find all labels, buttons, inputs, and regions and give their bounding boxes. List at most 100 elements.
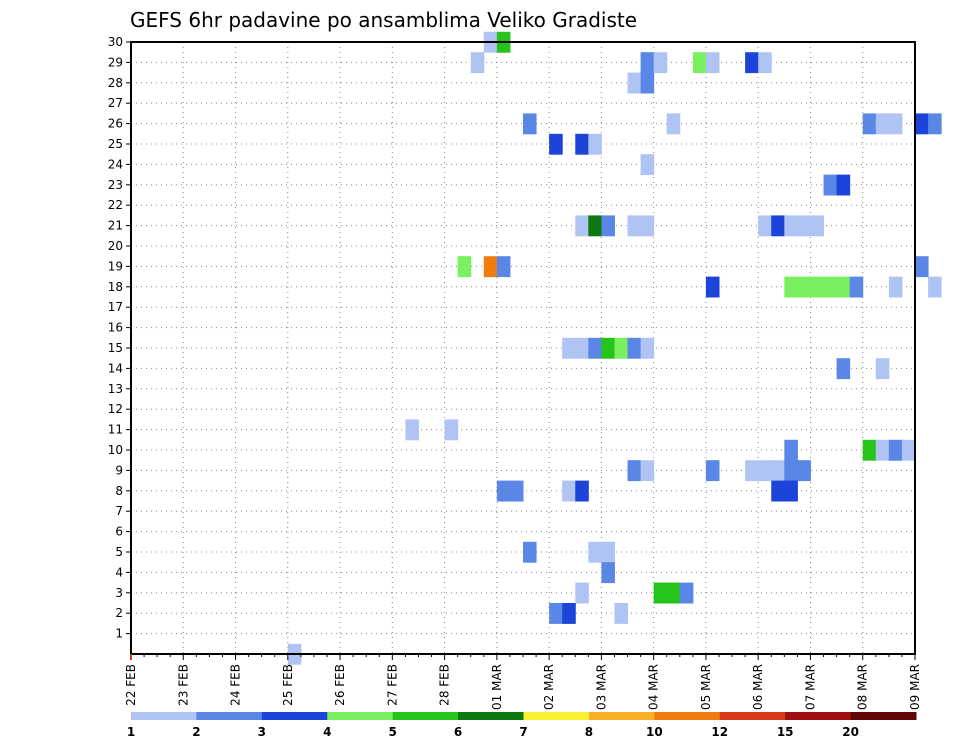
precip-cell <box>771 215 785 237</box>
colorbar-swatch <box>523 712 590 720</box>
precip-cell <box>509 480 524 502</box>
y-tick-label: 15 <box>108 341 123 355</box>
precip-cell <box>627 215 642 237</box>
precip-cell <box>679 582 694 604</box>
precip-cell <box>771 480 785 502</box>
y-tick-label: 22 <box>108 198 123 212</box>
precip-cell <box>758 460 772 482</box>
precip-cell <box>836 276 851 298</box>
precip-cell <box>653 52 668 74</box>
precip-cell <box>470 52 485 74</box>
y-tick-label: 11 <box>108 423 123 437</box>
precip-cell <box>496 480 511 502</box>
y-axis: 1234567891011121314151617181920212223242… <box>108 35 131 641</box>
precip-cell <box>862 113 877 135</box>
x-tick-label: 02 MAR <box>542 664 556 710</box>
y-tick-label: 16 <box>108 321 123 335</box>
precip-cell <box>575 133 589 155</box>
precip-cell <box>692 52 707 74</box>
precip-cell <box>575 582 589 604</box>
precip-cell <box>640 460 655 482</box>
colorbar-label: 4 <box>323 725 331 739</box>
precip-cell <box>588 215 602 237</box>
y-tick-label: 14 <box>108 361 123 375</box>
colorbar-swatch <box>327 712 394 720</box>
precip-cell <box>588 133 602 155</box>
colorbar-swatch <box>392 712 459 720</box>
colorbar-label: 12 <box>711 725 728 739</box>
x-tick-label: 06 MAR <box>751 664 765 710</box>
y-tick-label: 24 <box>108 157 123 171</box>
precip-cell <box>888 113 903 135</box>
precip-cell <box>614 337 629 359</box>
precip-cell <box>666 113 681 135</box>
x-tick-label: 04 MAR <box>647 664 661 710</box>
precip-cell <box>575 480 589 502</box>
x-tick-label: 23 FEB <box>176 664 190 706</box>
precip-cell <box>562 480 576 502</box>
precip-cell <box>823 174 838 196</box>
precip-cell <box>523 113 537 135</box>
y-tick-label: 3 <box>115 586 123 600</box>
precip-cell <box>771 460 785 482</box>
precip-cell <box>614 603 629 624</box>
colorbar-swatch <box>785 712 852 720</box>
colorbar-swatch <box>458 712 524 720</box>
x-tick-label: 05 MAR <box>699 664 713 710</box>
precip-cell <box>836 174 851 196</box>
precip-cell <box>405 419 419 441</box>
y-tick-label: 5 <box>115 545 123 559</box>
x-axis: 22 FEB 23 FEB 24 FEB 25 FEB 26 FEB 27 FEB 28 F… <box>124 654 922 710</box>
y-tick-label: 2 <box>115 606 123 620</box>
colorbar-label: 6 <box>454 725 462 739</box>
colorbar-label: 5 <box>388 725 396 739</box>
precip-cell <box>928 276 942 298</box>
y-tick-label: 4 <box>115 565 123 579</box>
precip-cell <box>705 52 720 74</box>
precip-cell <box>549 133 563 155</box>
precip-cell <box>601 215 615 237</box>
precip-cell <box>496 256 511 278</box>
precip-cell <box>562 603 576 624</box>
y-tick-label: 21 <box>108 219 123 233</box>
precip-cell <box>640 52 655 74</box>
y-tick-label: 17 <box>108 300 123 314</box>
colorbar-swatch <box>588 712 655 720</box>
precip-cell <box>601 541 615 563</box>
precip-cell <box>705 460 720 482</box>
y-tick-label: 19 <box>108 259 123 273</box>
y-tick-label: 10 <box>108 443 123 457</box>
colorbar: 1 2 3 4 5 6 7 8 10 12 15 20 <box>127 712 917 739</box>
precip-cell <box>627 337 642 359</box>
precip-cell <box>601 337 615 359</box>
y-tick-label: 25 <box>108 137 123 151</box>
colorbar-swatch <box>131 712 197 720</box>
precip-cell <box>888 276 903 298</box>
precip-cell <box>797 276 811 298</box>
colorbar-label: 15 <box>777 725 794 739</box>
precip-cell <box>758 215 772 237</box>
precip-cell <box>875 358 890 380</box>
precip-cell <box>797 215 811 237</box>
precip-cell <box>836 358 851 380</box>
precip-cell <box>601 562 615 584</box>
precip-cell <box>784 276 798 298</box>
x-tick-label: 22 FEB <box>124 664 138 706</box>
y-tick-label: 26 <box>108 117 123 131</box>
colorbar-swatch <box>654 712 721 720</box>
precip-cell <box>901 439 916 461</box>
precip-cell <box>588 541 602 563</box>
precip-cell <box>627 72 642 94</box>
y-tick-label: 18 <box>108 280 123 294</box>
precip-cell <box>745 460 759 482</box>
precip-cell <box>875 113 890 135</box>
grid <box>131 41 915 654</box>
precip-cell <box>915 113 929 135</box>
precip-cell <box>758 52 772 74</box>
precip-cell <box>444 419 459 441</box>
precip-cell <box>483 256 498 278</box>
precip-cell <box>823 276 838 298</box>
y-tick-label: 7 <box>115 504 123 518</box>
y-tick-label: 23 <box>108 178 123 192</box>
